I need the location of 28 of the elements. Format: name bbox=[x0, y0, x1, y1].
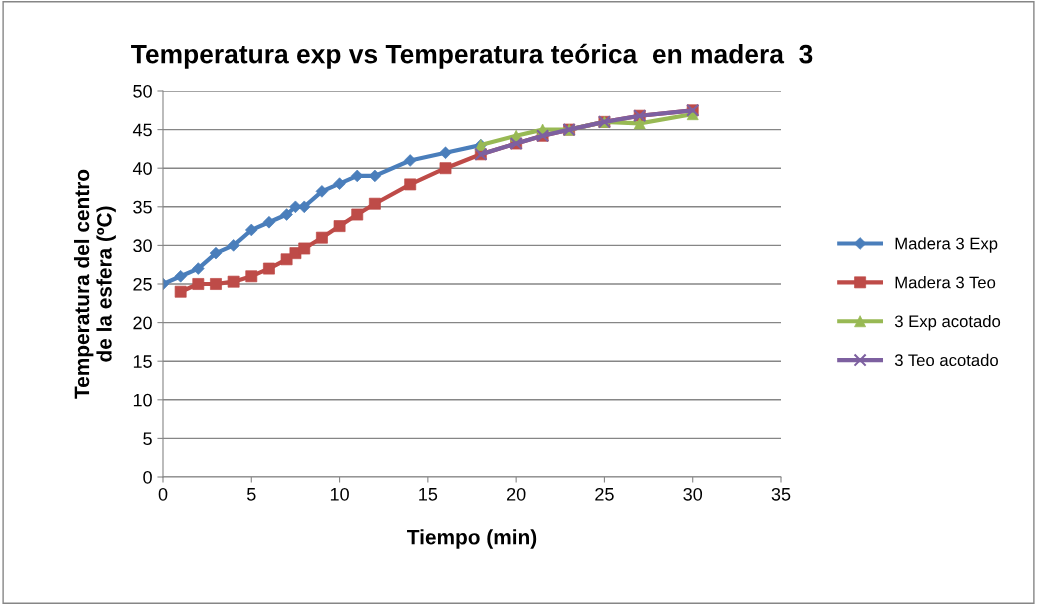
point bbox=[210, 278, 222, 290]
y-tick-label: 15 bbox=[133, 355, 152, 368]
y-tick-label: 50 bbox=[133, 84, 152, 98]
legend-label: 3 Teo acotado bbox=[894, 353, 998, 367]
x-tick-label: 0 bbox=[158, 487, 168, 501]
y-tick-label: 25 bbox=[133, 277, 152, 291]
y-tick-label: 30 bbox=[133, 239, 152, 253]
y-tick-label: 35 bbox=[133, 200, 152, 214]
legend-label: 3 Exp acotado bbox=[894, 314, 1001, 331]
x-axis-title: Tiempo (min) bbox=[407, 529, 537, 549]
x-tick-label: 25 bbox=[595, 487, 614, 501]
y-tick-label: 10 bbox=[133, 393, 152, 407]
x-tick-label: 30 bbox=[683, 487, 703, 501]
x-tick-label: 20 bbox=[507, 487, 526, 501]
legend-label: Madera 3 Exp bbox=[895, 237, 998, 253]
x-tick-label: 35 bbox=[771, 487, 791, 501]
x-tick-label: 10 bbox=[330, 487, 349, 501]
x-tick-label: 15 bbox=[419, 488, 438, 501]
y-tick-label: 45 bbox=[132, 123, 152, 137]
legend-label: Madera 3 Teo bbox=[895, 276, 996, 289]
point bbox=[192, 278, 205, 290]
chart-title: Temperatura exp vs Temperatura teórica en madera 3 bbox=[131, 43, 813, 69]
y-tick-label: 20 bbox=[133, 316, 152, 330]
y-tick-label: 0 bbox=[143, 470, 152, 484]
y-axis-title: Temperatura del centro de la esfera (ºC) bbox=[73, 169, 116, 399]
x-tick-label: 5 bbox=[246, 488, 256, 501]
y-tick-label: 5 bbox=[143, 432, 152, 446]
y-tick-label: 40 bbox=[132, 162, 152, 175]
